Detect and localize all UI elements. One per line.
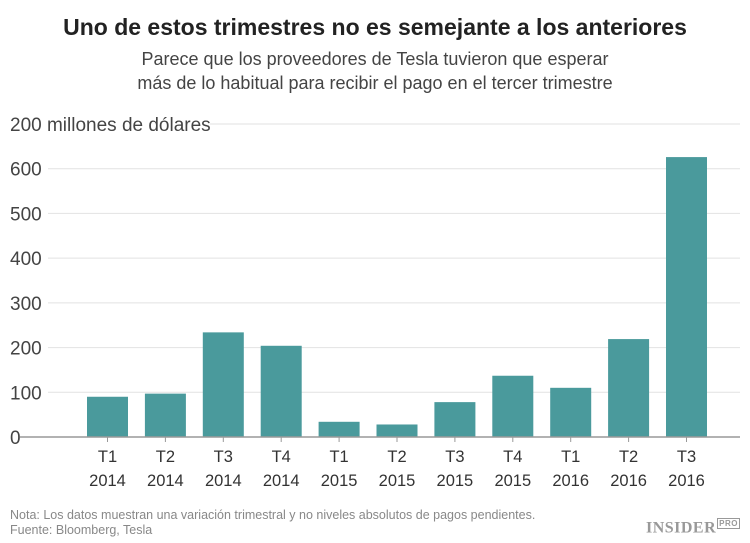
x-tick-label-quarter: T1 xyxy=(329,448,348,466)
x-tick-label-quarter: T2 xyxy=(387,448,406,466)
x-tick-label-year: 2015 xyxy=(321,472,358,490)
chart-title: Uno de estos trimestres no es semejante … xyxy=(63,14,687,40)
x-tick-label-quarter: T2 xyxy=(619,448,638,466)
bar xyxy=(550,387,592,437)
x-tick-label-year: 2015 xyxy=(437,472,474,490)
bar xyxy=(260,345,302,437)
y-tick-label: 300 xyxy=(10,294,42,315)
x-tick-label-quarter: T4 xyxy=(503,448,522,466)
bar xyxy=(318,421,360,437)
y-tick-label: 200 millones de dólares xyxy=(10,115,211,136)
x-tick-label-year: 2016 xyxy=(610,472,647,490)
x-tick-label-year: 2014 xyxy=(263,472,300,490)
bar xyxy=(492,375,534,437)
y-tick-label: 200 xyxy=(10,339,42,360)
footnote: Nota: Los datos muestran una variación t… xyxy=(10,508,536,522)
x-tick-label-quarter: T1 xyxy=(561,448,580,466)
x-tick-label-year: 2016 xyxy=(668,472,705,490)
bar xyxy=(144,393,186,437)
x-tick-label-quarter: T1 xyxy=(98,448,117,466)
bar xyxy=(202,332,244,437)
y-tick-label: 600 xyxy=(10,160,42,181)
x-tick-label-year: 2015 xyxy=(379,472,416,490)
insider-pro-logo: INSIDER PRO xyxy=(645,518,740,537)
y-tick-label: 0 xyxy=(10,428,21,449)
x-tick-label-quarter: T3 xyxy=(445,448,464,466)
x-tick-label-year: 2014 xyxy=(205,472,242,490)
y-tick-label: 500 xyxy=(10,204,42,225)
bar xyxy=(376,424,418,437)
subtitle-line-1: Parece que los proveedores de Tesla tuvi… xyxy=(141,49,609,69)
bar xyxy=(608,339,650,437)
x-tick-label-quarter: T2 xyxy=(156,448,175,466)
y-tick-label: 100 xyxy=(10,383,42,404)
source: Fuente: Bloomberg, Tesla xyxy=(10,523,153,537)
chart-subtitle: Parece que los proveedores de Tesla tuvi… xyxy=(0,47,750,95)
subtitle-line-2: más de lo habitual para recibir el pago … xyxy=(137,73,613,93)
x-tick-label-year: 2014 xyxy=(89,472,126,490)
x-tick-label-year: 2016 xyxy=(552,472,589,490)
y-tick-label: 400 xyxy=(10,249,42,270)
bar xyxy=(87,396,128,437)
x-tick-label-quarter: T3 xyxy=(677,448,696,466)
x-tick-label-year: 2015 xyxy=(494,472,531,490)
x-tick-label-quarter: T3 xyxy=(214,448,233,466)
x-tick-label-quarter: T4 xyxy=(272,448,291,466)
x-tick-label-year: 2014 xyxy=(147,472,184,490)
bar xyxy=(434,402,476,437)
bar xyxy=(666,157,707,438)
